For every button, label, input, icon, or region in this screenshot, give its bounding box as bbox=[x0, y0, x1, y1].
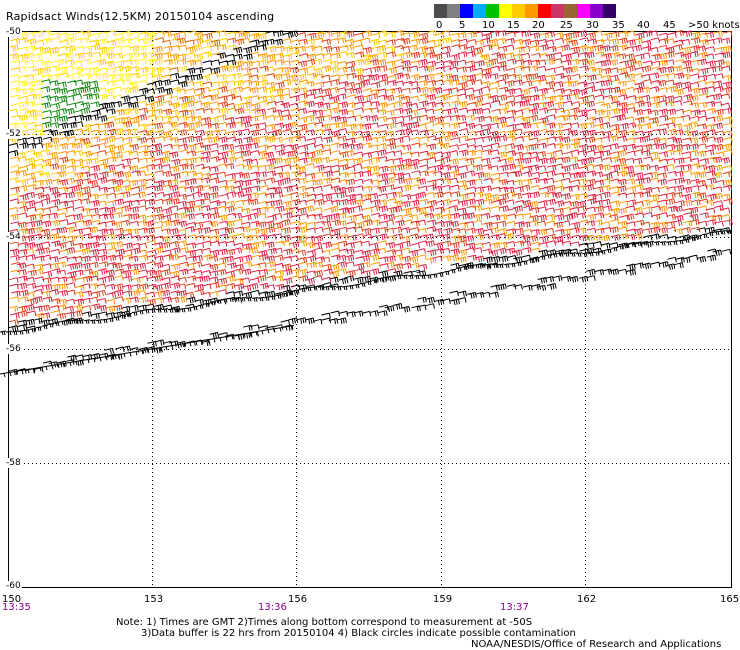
legend-swatch bbox=[447, 4, 460, 18]
legend-swatch bbox=[603, 4, 616, 18]
legend-swatch bbox=[538, 4, 551, 18]
legend-swatch bbox=[473, 4, 486, 18]
wind-barb-group bbox=[9, 30, 733, 326]
lon-label: 150 bbox=[2, 594, 22, 605]
lat-label: -54 bbox=[5, 232, 22, 242]
lat-label: -52 bbox=[5, 129, 22, 139]
wind-barb-group bbox=[8, 30, 452, 199]
legend-label: 5 bbox=[459, 20, 466, 31]
wind-barb-group bbox=[8, 30, 733, 319]
legend-swatch bbox=[434, 4, 447, 18]
legend-label-units: >50 knots bbox=[688, 20, 740, 31]
legend-label: 0 bbox=[436, 20, 443, 31]
legend-swatch bbox=[512, 4, 525, 18]
note-line-1: Note: 1) Times are GMT 2)Times along bot… bbox=[116, 617, 533, 628]
legend-swatch bbox=[486, 4, 499, 18]
legend-label: 35 bbox=[612, 20, 625, 31]
legend-swatch bbox=[460, 4, 473, 18]
note-line-3: NOAA/NESDIS/Office of Research and Appli… bbox=[471, 639, 722, 650]
page-title: Rapidsact Winds(12.5KM) 20150104 ascendi… bbox=[6, 10, 275, 23]
lat-label: -60 bbox=[5, 581, 22, 591]
legend-swatch bbox=[564, 4, 577, 18]
wind-speed-color-legend bbox=[434, 4, 616, 18]
legend-label: 10 bbox=[482, 20, 495, 31]
lat-label: -56 bbox=[5, 344, 22, 354]
wind-barb-group bbox=[154, 32, 245, 73]
wind-barbs bbox=[0, 30, 733, 378]
time-label: 13:35 bbox=[2, 602, 31, 613]
lat-label: -58 bbox=[5, 458, 22, 468]
lon-label: 153 bbox=[144, 594, 164, 605]
legend-swatch bbox=[551, 4, 564, 18]
lon-label: 162 bbox=[577, 594, 597, 605]
note-line-2: 3)Data buffer is 22 hrs from 20150104 4)… bbox=[141, 628, 576, 639]
legend-swatch bbox=[577, 4, 590, 18]
legend-label: 15 bbox=[507, 20, 520, 31]
legend-label: 30 bbox=[586, 20, 599, 31]
legend-label: 45 bbox=[663, 20, 676, 31]
wind-barb-group bbox=[0, 30, 733, 378]
legend-label: 40 bbox=[637, 20, 650, 31]
lon-label: 156 bbox=[288, 594, 308, 605]
legend-swatch bbox=[590, 4, 603, 18]
lat-label: -50 bbox=[5, 27, 22, 37]
legend-label: 20 bbox=[532, 20, 545, 31]
lon-label: 159 bbox=[433, 594, 453, 605]
wind-barb-group bbox=[153, 45, 212, 73]
lon-label: 165 bbox=[720, 594, 740, 605]
legend-label: 25 bbox=[560, 20, 573, 31]
legend-swatch bbox=[499, 4, 512, 18]
time-label: 13:36 bbox=[258, 602, 287, 613]
wind-barb-group bbox=[40, 79, 100, 129]
time-label: 13:37 bbox=[500, 602, 529, 613]
legend-swatch bbox=[525, 4, 538, 18]
